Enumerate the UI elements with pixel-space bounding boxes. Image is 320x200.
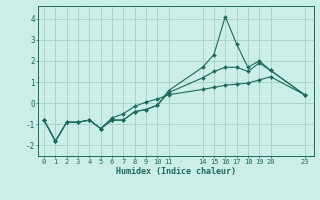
- X-axis label: Humidex (Indice chaleur): Humidex (Indice chaleur): [116, 167, 236, 176]
